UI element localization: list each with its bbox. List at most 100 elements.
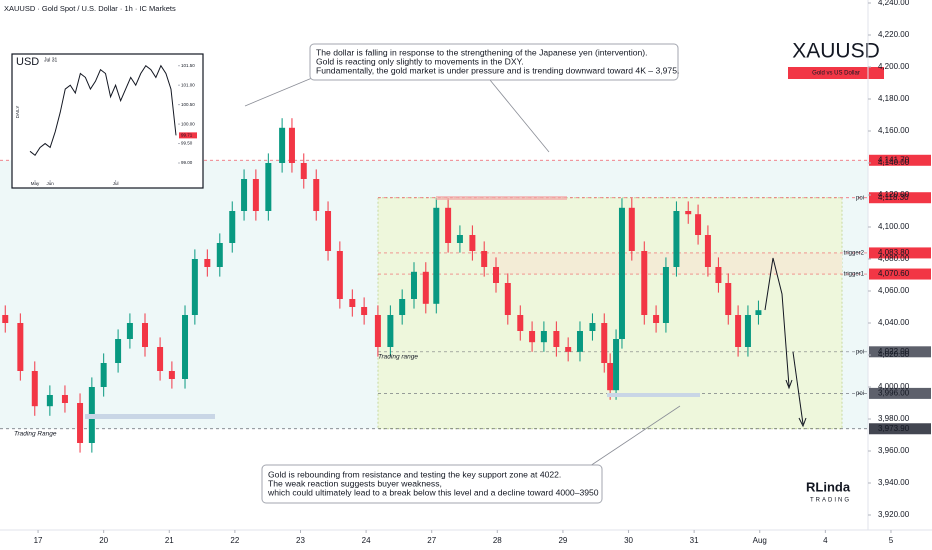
candle-body — [168, 371, 175, 379]
x-tick-label: 23 — [296, 536, 305, 545]
axes: 3,920.00 3,940.00 3,960.00 3,980.00 4,000.00… — [34, 0, 910, 545]
candle-body — [601, 323, 608, 363]
price-tag — [869, 247, 931, 259]
y-tick-label: 3,920.00 — [878, 510, 910, 519]
level-tag: trigger1 — [844, 272, 865, 278]
inset-y-tick-label: 99.50 — [181, 141, 193, 146]
price-tag — [869, 154, 931, 166]
y-tick-label: 4,000.00 — [878, 382, 910, 391]
y-tick-label: 3,960.00 — [878, 446, 910, 455]
inset-last-tag — [179, 132, 197, 139]
level-tag: trigger2 — [844, 250, 865, 256]
candle-body — [2, 315, 9, 323]
inset-y-tick-label: 99.00 — [181, 160, 193, 165]
price-tag-label: 4,070.60 — [878, 269, 910, 278]
range-label: Trading range — [378, 354, 418, 361]
price-tag — [869, 192, 931, 204]
inset-line — [29, 64, 177, 156]
candle-body — [115, 339, 122, 363]
candle-body — [279, 127, 286, 163]
demand-zone — [607, 393, 700, 397]
annotation-box — [261, 464, 603, 504]
candle-body — [673, 211, 680, 267]
arrow-head — [798, 417, 807, 428]
candle-body — [399, 299, 406, 315]
level-tag: poi — [856, 391, 864, 397]
annotation-box — [309, 43, 679, 81]
y-tick-label: 4,120.00 — [878, 190, 910, 199]
inset-chart: USD Jul 31 DAILY 101.50 101.00 100.50 100.0… — [11, 53, 204, 189]
logo-sub: TRADING — [810, 498, 851, 504]
candle-body — [349, 299, 356, 307]
watermark-symbol: XAUUSD — [792, 40, 880, 63]
candle-body — [553, 331, 560, 347]
candle-body — [61, 395, 68, 403]
candle-body — [504, 283, 511, 315]
x-tick-label: Aug — [753, 536, 767, 545]
candle-body — [46, 395, 53, 407]
candle-body — [336, 251, 343, 299]
x-tick-label: 27 — [427, 536, 436, 545]
watermark-badge — [788, 67, 884, 79]
y-tick-label: 4,100.00 — [878, 222, 910, 231]
candle-body — [204, 259, 211, 267]
price-tag — [869, 268, 931, 280]
candle-body — [481, 251, 488, 267]
callout-line — [589, 405, 681, 467]
x-tick-label: 22 — [230, 536, 239, 545]
x-tick-label: 30 — [624, 536, 633, 545]
candle-body — [300, 163, 307, 179]
level-tag: poi — [856, 349, 864, 355]
candle-body — [241, 179, 248, 211]
supply-zone — [436, 196, 567, 200]
candle-body — [265, 163, 272, 211]
candle-body — [100, 363, 107, 387]
inset-y-tick-label: 101.00 — [181, 82, 195, 87]
price-tag-label: 3,973.90 — [878, 424, 910, 433]
x-tick-label: 31 — [690, 536, 699, 545]
price-tag-label: 3,996.00 — [878, 389, 910, 398]
level-tag: poi — [856, 195, 864, 201]
x-tick-label: 20 — [99, 536, 108, 545]
y-tick-label: 4,140.00 — [878, 158, 910, 167]
inset-x-tick-label: Jun — [47, 181, 55, 186]
arrow-head — [785, 379, 793, 390]
y-tick-label: 4,060.00 — [878, 286, 910, 295]
annotation-text: Gold is rebounding from resistance and t… — [268, 469, 561, 479]
candle-body — [229, 211, 236, 243]
candle-body — [445, 207, 452, 243]
candle-body — [182, 315, 189, 379]
price-tag — [869, 346, 931, 358]
inset-last-label: 99.71 — [181, 133, 193, 138]
inset-x-tick-label: Jul — [113, 181, 119, 186]
candle-body — [77, 403, 84, 443]
candle-body — [374, 315, 381, 347]
candle-body — [653, 315, 660, 323]
candle-body — [744, 315, 751, 347]
annotation-text: Fundamentally, the gold market is under … — [316, 65, 679, 75]
candle-body — [325, 211, 332, 251]
candle-body — [695, 214, 702, 235]
candle-body — [31, 371, 38, 407]
candle-body — [216, 243, 223, 267]
x-tick-label: 5 — [889, 536, 894, 545]
candle-body — [126, 323, 133, 339]
price-tag-label: 4,118.30 — [878, 193, 909, 202]
candle-body — [641, 251, 648, 315]
candle-body — [141, 323, 148, 347]
candle-body — [662, 267, 669, 323]
candles — [2, 118, 762, 453]
candle-body — [17, 323, 24, 371]
candle-body — [529, 331, 536, 343]
y-tick-label: 4,240.00 — [878, 0, 910, 7]
candle-body — [755, 310, 762, 315]
candle-body — [618, 207, 625, 339]
candle-body — [410, 271, 417, 299]
arrow-path — [764, 257, 790, 387]
annotation-text: which could ultimately lead to a break b… — [267, 487, 599, 497]
inset-title: USD — [16, 56, 39, 68]
candle-body — [685, 211, 692, 215]
price-tag-label: 4,141.70 — [878, 155, 910, 164]
header: XAUUSD · Gold Spot / U.S. Dollar · 1h · … — [4, 4, 176, 13]
candle-body — [565, 347, 572, 352]
